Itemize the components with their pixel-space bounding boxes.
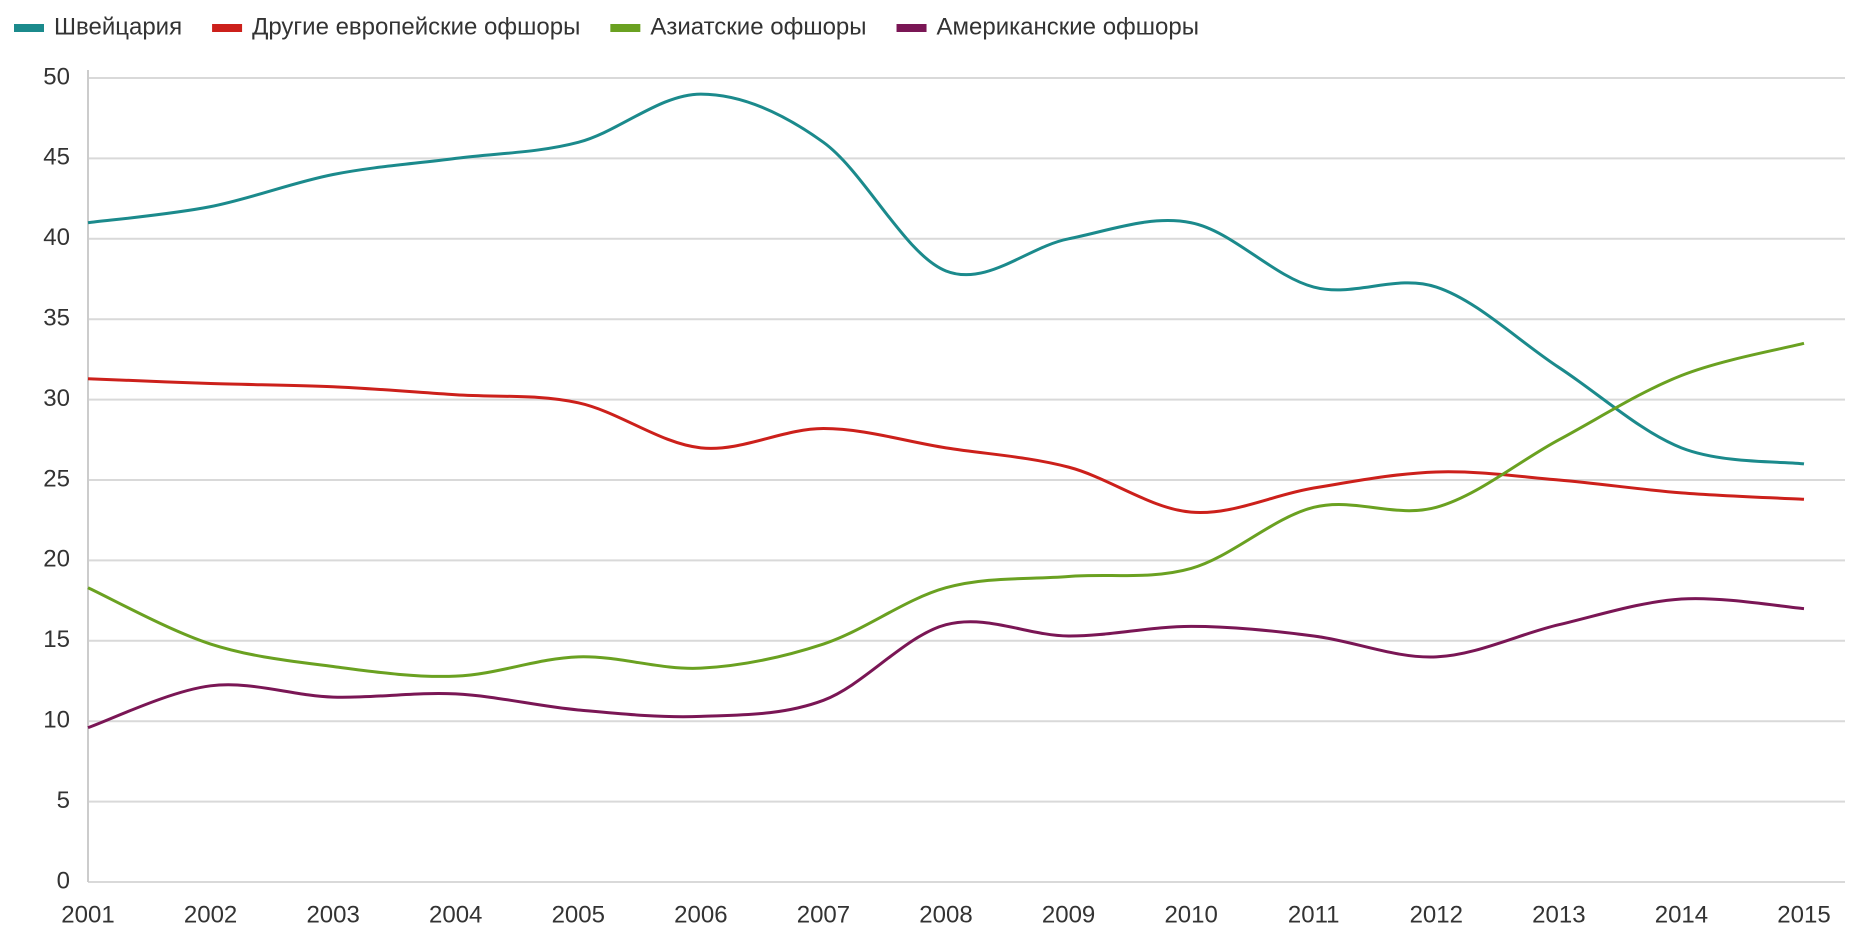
y-tick-label: 35 (43, 305, 70, 332)
x-tick-label: 2013 (1532, 901, 1585, 928)
y-tick-label: 5 (57, 787, 70, 814)
y-tick-label: 10 (43, 707, 70, 734)
y-tick-label: 15 (43, 626, 70, 653)
x-tick-label: 2015 (1777, 901, 1830, 928)
x-tick-label: 2010 (1164, 901, 1217, 928)
y-tick-label: 25 (43, 465, 70, 492)
x-tick-label: 2003 (306, 901, 359, 928)
y-tick-label: 20 (43, 546, 70, 573)
series-line (87, 377, 1805, 515)
legend-swatch (14, 24, 44, 32)
x-tick-label: 2002 (184, 901, 237, 928)
legend-label: Азиатские офшоры (650, 13, 866, 40)
x-tick-label: 2007 (797, 901, 850, 928)
y-tick-label: 30 (43, 385, 70, 412)
y-tick-label: 50 (43, 63, 70, 90)
series-line (87, 92, 1805, 466)
y-tick-label: 45 (43, 144, 70, 171)
legend-swatch (610, 24, 641, 32)
x-tick-label: 2004 (429, 901, 482, 928)
series-line (87, 597, 1805, 730)
x-tick-label: 2012 (1410, 901, 1463, 928)
legend-label: Американские офшоры (937, 13, 1199, 40)
legend-swatch (212, 24, 243, 32)
legend-label: Другие европейские офшоры (252, 13, 580, 40)
series-line (87, 341, 1805, 678)
x-tick-label: 2001 (61, 901, 114, 928)
x-tick-label: 2009 (1042, 901, 1095, 928)
legend-label: Швейцария (54, 13, 182, 40)
y-tick-label: 0 (57, 867, 70, 894)
x-tick-label: 2011 (1288, 901, 1340, 928)
y-tick-label: 40 (43, 224, 70, 251)
x-tick-label: 2014 (1655, 901, 1708, 928)
x-tick-label: 2006 (674, 901, 727, 928)
legend-swatch (896, 24, 927, 32)
x-tick-label: 2005 (552, 901, 605, 928)
x-tick-label: 2008 (919, 901, 972, 928)
